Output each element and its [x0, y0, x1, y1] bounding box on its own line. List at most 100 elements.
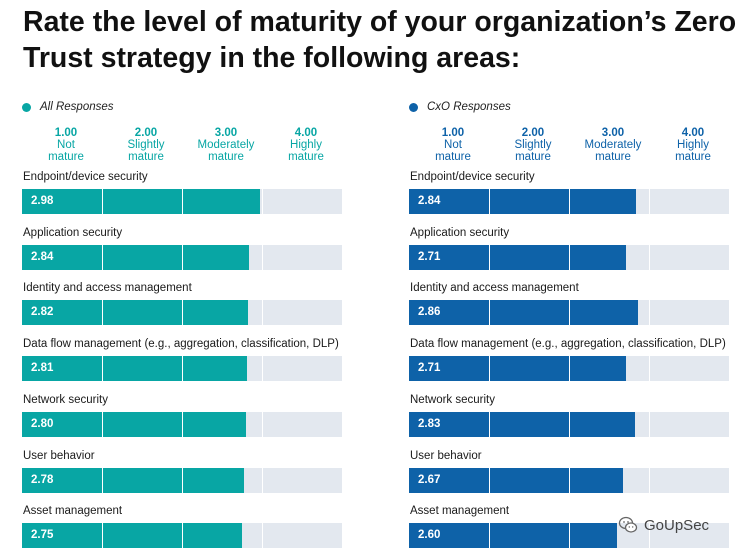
bar-track: 2.75	[22, 523, 342, 549]
bar-row: User behavior 2.67	[409, 448, 751, 496]
bar-row: Asset management 2.60	[409, 503, 751, 551]
bar-track: 2.80	[22, 411, 342, 437]
bar-value-label: 2.82	[31, 306, 54, 319]
gridline	[649, 244, 650, 270]
bar-track: 2.60	[409, 523, 729, 549]
bar	[22, 189, 261, 214]
category-label: Endpoint/device security	[23, 171, 148, 183]
bar-row: Endpoint/device security 2.98	[22, 169, 372, 217]
gridline	[262, 467, 263, 493]
category-label: Asset management	[410, 505, 510, 518]
category-label: Data flow management (e.g., aggregation,…	[23, 338, 339, 351]
scale-tick-label: mature	[208, 151, 244, 163]
category-label: Data flow management (e.g., aggregation,…	[410, 338, 726, 351]
scale-tick-label: Highly	[290, 139, 322, 151]
bar	[22, 356, 247, 382]
gridline	[102, 467, 103, 493]
gridline	[102, 189, 103, 214]
scale-tick-value: 1.00	[54, 127, 78, 139]
scale-tick: 1.00 Not mature	[413, 127, 493, 163]
category-label: Asset management	[23, 505, 123, 518]
legend-label: CxO Responses	[427, 101, 511, 113]
bar-row: Asset management 2.75	[22, 503, 372, 551]
bar	[409, 189, 637, 214]
scale-header: 1.00 Not mature 2.00 Slightly mature 3.00 Moder…	[22, 127, 352, 165]
scale-tick-label: Moderately	[197, 139, 255, 151]
bar	[22, 244, 250, 270]
bar-track: 2.98	[22, 189, 342, 214]
gridline	[182, 356, 183, 382]
chart-title: Rate the level of maturity of your organ…	[23, 6, 737, 74]
gridline	[262, 300, 263, 326]
bar-value-label: 2.75	[31, 529, 54, 542]
gridline	[569, 189, 570, 214]
category-label: User behavior	[410, 449, 482, 462]
bar-value-label: 2.86	[418, 306, 441, 319]
bar-row: Identity and access management 2.82	[22, 280, 372, 328]
bar-track: 2.71	[409, 244, 729, 270]
watermark: GoUpSec	[618, 512, 709, 538]
gridline	[182, 300, 183, 326]
bar-row: Data flow management (e.g., aggregation,…	[409, 336, 751, 384]
bar-value-label: 2.84	[31, 250, 54, 263]
scale-tick-value: 3.00	[601, 127, 625, 139]
gridline	[489, 356, 490, 382]
gridline	[102, 523, 103, 549]
gridline	[649, 467, 650, 493]
wechat-logo-icon	[618, 516, 638, 533]
bar	[409, 523, 617, 549]
gridline	[649, 523, 650, 549]
bar-track: 2.83	[409, 411, 729, 437]
gridline	[569, 523, 570, 549]
bar-row: Network security 2.83	[409, 392, 751, 440]
bar-row: Application security 2.84	[22, 225, 372, 273]
scale-tick-label: mature	[595, 151, 631, 163]
scale-tick-value: 4.00	[681, 127, 705, 139]
bar	[22, 523, 242, 549]
bar-value-label: 2.78	[31, 473, 54, 486]
bar	[409, 244, 626, 270]
bar-row: User behavior 2.78	[22, 448, 372, 496]
gridline	[182, 244, 183, 270]
scale-tick: 3.00 Moderately mature	[573, 127, 653, 163]
scale-tick-label: mature	[515, 151, 551, 163]
gridline	[489, 411, 490, 437]
gridline	[102, 244, 103, 270]
legend-swatch	[409, 102, 418, 112]
scale-tick-value: 4.00	[294, 127, 318, 139]
scale-tick-value: 3.00	[214, 127, 238, 139]
scale-tick-value: 1.00	[441, 127, 465, 139]
gridline	[262, 411, 263, 437]
bar-value-label: 2.60	[418, 529, 441, 542]
scale-header: 1.00 Not mature 2.00 Slightly mature 3.00 Moder…	[409, 127, 739, 165]
bar	[409, 411, 636, 437]
bar-track: 2.71	[409, 356, 729, 382]
bar-value-label: 2.67	[418, 473, 441, 486]
legend-swatch	[22, 102, 31, 112]
gridline	[182, 523, 183, 549]
gridline	[182, 467, 183, 493]
bar	[409, 356, 626, 382]
bar-track: 2.67	[409, 467, 729, 493]
bar-track: 2.81	[22, 356, 342, 382]
bar-value-label: 2.81	[31, 362, 54, 375]
scale-tick-label: Not	[57, 139, 75, 151]
bar-row: Identity and access management 2.86	[409, 280, 751, 328]
category-label: User behavior	[23, 449, 95, 462]
gridline	[569, 411, 570, 437]
scale-tick-label: mature	[48, 151, 84, 163]
bar-row: Data flow management (e.g., aggregation,…	[22, 336, 372, 384]
bar-row: Application security 2.71	[409, 225, 751, 273]
gridline	[649, 411, 650, 437]
category-label: Application security	[23, 226, 123, 239]
gridline	[489, 189, 490, 214]
bar-track: 2.86	[409, 300, 729, 326]
bar-track: 2.82	[22, 300, 342, 326]
gridline	[569, 300, 570, 326]
gridline	[182, 189, 183, 214]
bar-value-label: 2.71	[418, 362, 441, 375]
panel-all-responses: All Responses 1.00 Not mature 2.00 Slightly m…	[22, 96, 372, 559]
scale-tick-label: Not	[444, 139, 462, 151]
scale-tick: 2.00 Slightly mature	[106, 127, 186, 163]
category-label: Identity and access management	[23, 282, 192, 295]
